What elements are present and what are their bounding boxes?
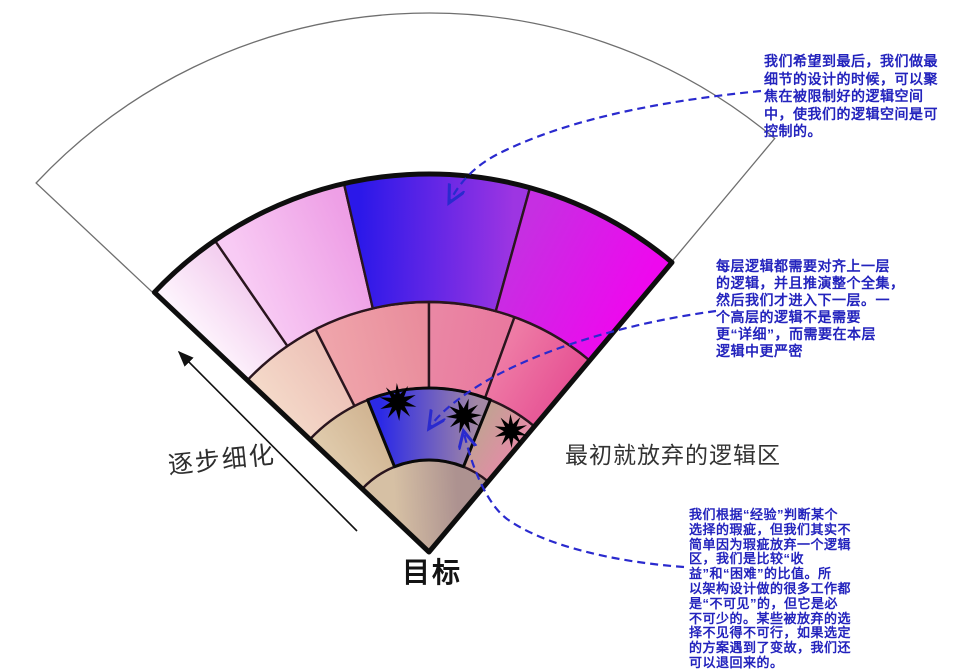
annotation-arrow-bottom	[464, 433, 685, 569]
annotation-arrow-middle	[430, 309, 717, 427]
abandoned-star-icon	[494, 414, 528, 448]
refine-direction-arrow	[177, 350, 358, 532]
abandoned-star-icon	[379, 383, 417, 421]
focused-segment-outline	[366, 386, 492, 469]
abandoned-star-icon	[446, 398, 482, 434]
annotation-arrows	[430, 89, 762, 569]
colored-fan-border	[151, 171, 675, 555]
fan-root	[35, 12, 776, 555]
annotation-arrow-top	[450, 89, 762, 201]
